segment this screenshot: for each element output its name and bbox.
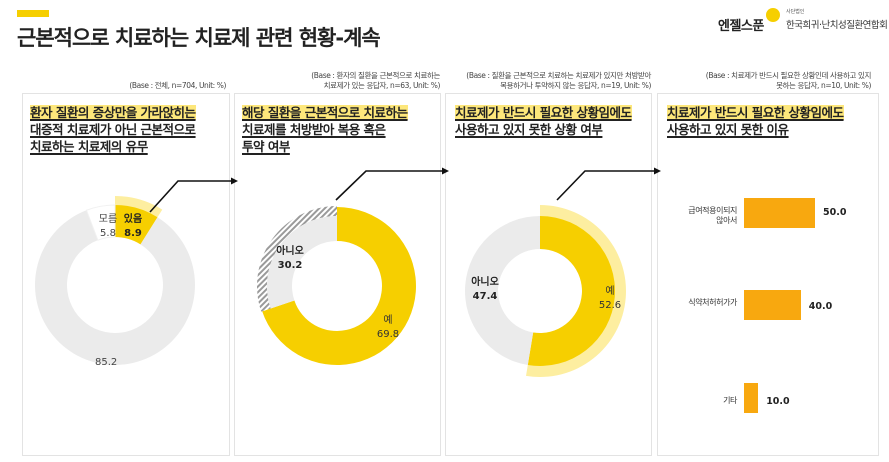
donut2-label-no: 아니오 30.2 [273,245,307,273]
donut2-slice-no [266,216,337,309]
logo-angelspoon: 엔젤스푼 [718,19,764,34]
bar-category-label: 식약처허허가가 [662,298,737,308]
panel4-question: 치료제가 반드시 필요한 상황임에도 사용하고 있지 못한 이유 [667,104,844,138]
donut1-slice-unknown-outline [85,204,116,241]
panel1-question: 환자 질환의 증상만을 가라앉히는 대증적 치료제가 아닌 근본적으로 치료하는… [30,104,196,155]
donut1-yes-value: 8.9 [124,228,142,239]
donut2-yes-name: 예 [383,315,393,326]
bar-value-label: 10.0 [766,396,790,407]
donut3-label-no: 아니오 47.4 [468,276,502,304]
panel4-base: (Base : 치료제가 반드시 필요한 상황인데 사용하고 있지 못하는 응답… [705,71,872,91]
bar-category-line: 않아서 [716,216,737,225]
panel3-base-line: 복용하거나 투약하지 않는 응답자, n=19, Unit: %) [500,81,651,90]
question-line: 사용하고 있지 못한 이유 [667,122,789,137]
donut3-no-value: 47.4 [472,291,498,302]
donut-chart-3 [465,205,626,377]
bar-value-label: 40.0 [808,301,833,312]
logo-org-prefix: 사단법인 [786,9,805,15]
bar-mark [744,290,801,320]
bar-category-label: 급여적용이되지 않아서 [662,206,737,226]
logo-mascot-icon [766,8,780,22]
question-line: 해당 질환을 근본적으로 치료하는 [242,105,408,120]
donut1-label-no: 85.2 [95,357,118,368]
connector-arrow-3 [556,170,655,201]
connector-arrowhead-3 [654,167,661,175]
page-title: 근본적으로 치료하는 치료제 관련 현황-계속 [17,26,381,50]
question-line: 사용하고 있지 못한 상황 여부 [455,122,603,137]
donut1-unknown-value: 5.8 [100,228,116,239]
panel1-base: (Base : 전체, n=704, Unit: %) [129,81,226,91]
bar-mark [744,383,759,413]
donut3-yes-value: 52.6 [598,300,622,311]
question-line: 투약 여부 [242,139,290,154]
panel4-base-line: (Base : 치료제가 반드시 필요한 상황인데 사용하고 있지 [705,71,872,80]
panel1-base-line: (Base : 전체, n=704, Unit: %) [129,81,226,90]
panel2-question: 해당 질환을 근본적으로 치료하는 치료제를 처방받아 복용 혹은 투약 여부 [242,104,408,155]
donut-chart-2 [257,206,416,365]
panel3-base: (Base : 질환을 근본적으로 치료하는 치료제가 있지만 처방받아 복용하… [466,71,651,91]
donut-chart-1 [35,196,196,365]
panel-4: 치료제가 반드시 필요한 상황임에도 사용하고 있지 못한 이유 [657,93,879,456]
donut2-no-value: 30.2 [277,260,303,271]
connector-arrows [149,167,661,213]
panel2-base-line: (Base : 환자의 질환을 근본적으로 치료하는 [311,71,440,80]
question-line: 치료제가 반드시 필요한 상황임에도 [455,105,632,120]
bar-category-line: 기타 [723,396,737,405]
donut1-label-yes: 있음 8.9 [122,213,144,241]
bar-category-line: 식약처허허가가 [688,298,737,307]
donut1-unknown-name: 모름 [98,214,118,225]
donut1-slice-no [35,210,196,365]
donut2-slice-no-hatch [257,206,337,312]
panel4-base-line: 못하는 응답자, n=10, Unit: %) [776,81,871,90]
title-accent-bar [17,10,49,17]
donut1-yes-name: 있음 [123,214,143,225]
bar-category-line: 급여적용이되지 [688,206,737,215]
donut2-no-name: 아니오 [276,246,304,257]
donut1-slice-yes [115,205,158,245]
donut2-yes-value: 69.8 [376,329,400,340]
connector-arrowhead-1 [231,177,238,185]
logo-org-name: 한국희귀·난치성질환연합회 [786,20,888,31]
donut1-slice-unknown [86,205,115,241]
donut3-no-name: 아니오 [471,277,499,288]
question-line: 치료하는 치료제의 유무 [30,139,148,154]
donut2-slice-yes [262,207,416,365]
donut2-label-yes: 예 69.8 [373,314,403,342]
question-line: 치료제를 처방받아 복용 혹은 [242,122,386,137]
donut1-label-unknown: 모름 5.8 [97,213,119,241]
connector-arrowhead-2 [442,167,449,175]
bar-category-label: 기타 [662,396,737,406]
donut3-slice-no [465,216,540,366]
bar-value-label: 50.0 [823,207,847,218]
question-line: 대증적 치료제가 아닌 근본적으로 [30,122,196,137]
question-line: 치료제가 반드시 필요한 상황임에도 [667,105,844,120]
panel3-question: 치료제가 반드시 필요한 상황임에도 사용하고 있지 못한 상황 여부 [455,104,632,138]
donut3-label-yes: 예 52.6 [595,285,625,313]
question-line: 환자 질환의 증상만을 가라앉히는 [30,105,196,120]
donut3-yes-name: 예 [605,286,615,297]
connector-arrow-1 [149,180,232,213]
donut3-slice-yes [527,216,615,366]
panel2-base-line: 치료제가 있는 응답자, n=63, Unit: %) [323,81,441,90]
bar-mark [744,198,815,228]
panel3-base-line: (Base : 질환을 근본적으로 치료하는 치료제가 있지만 처방받아 [466,71,651,80]
panel2-base: (Base : 환자의 질환을 근본적으로 치료하는 치료제가 있는 응답자, … [311,71,440,91]
connector-arrow-2 [335,170,443,201]
